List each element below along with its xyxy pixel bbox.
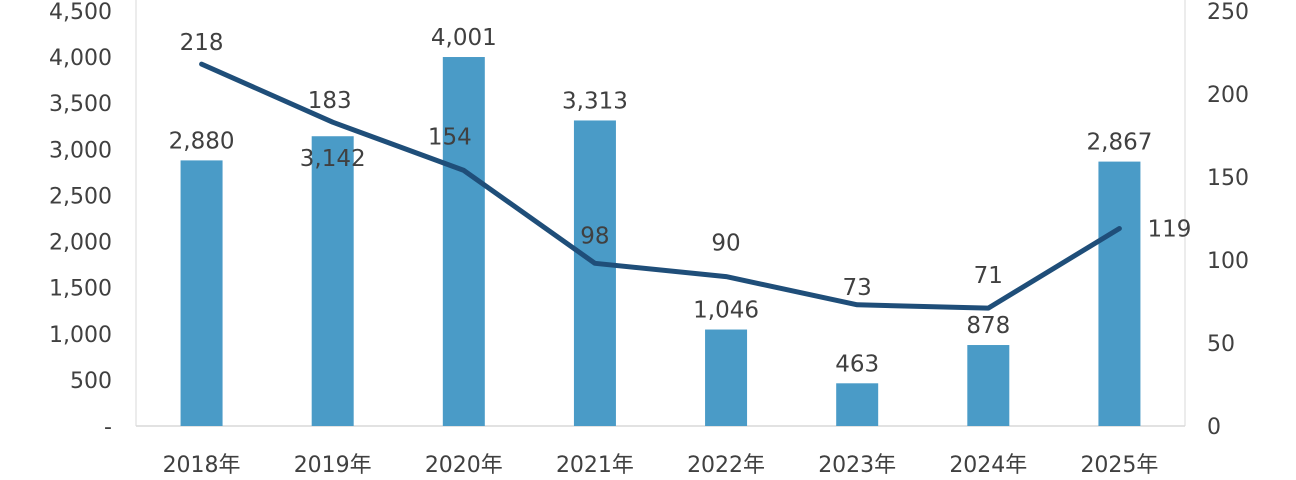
x-tick-label: 2023年	[818, 453, 896, 478]
x-tick-label: 2020年	[425, 453, 503, 478]
bar	[967, 345, 1010, 426]
bar-value-label: 1,046	[693, 298, 759, 324]
bar-data-labels: 2,880 3,142 4,001 3,313 1,046 463 878 2,867	[169, 25, 1153, 377]
right-y-tick-label: 50	[1207, 332, 1235, 357]
x-tick-label: 2025年	[1080, 453, 1158, 478]
bar	[836, 383, 879, 426]
line-value-label: 73	[843, 275, 872, 301]
bar	[442, 57, 485, 426]
line-value-label: 119	[1147, 216, 1191, 242]
left-y-tick-label: 2,500	[49, 184, 112, 209]
left-y-tick-label: -	[104, 415, 112, 440]
bar-value-label: 3,313	[562, 88, 628, 114]
line-data-labels: 218 183 154 98 90 73 71 119	[180, 30, 1192, 301]
right-y-tick-label: 100	[1207, 249, 1249, 274]
bar-series	[180, 57, 1141, 427]
line-series	[199, 61, 1122, 311]
bar-value-label: 2,880	[169, 128, 235, 154]
bar	[180, 160, 223, 426]
right-y-tick-label: 250	[1207, 0, 1249, 25]
right-y-tick-label: 150	[1207, 166, 1249, 191]
left-y-tick-label: 500	[70, 369, 112, 394]
bar-value-label: 463	[835, 351, 879, 377]
bar-value-label: 3,142	[300, 146, 366, 172]
bar	[573, 120, 616, 427]
bar	[705, 329, 748, 426]
x-axis-labels: 2018年 2019年 2020年 2021年 2022年 2023年 2024年 2025年	[163, 453, 1159, 478]
x-tick-label: 2022年	[687, 453, 765, 478]
line-value-label: 98	[580, 223, 609, 249]
left-y-tick-label: 4,000	[49, 46, 112, 71]
left-y-tick-label: 3,500	[49, 92, 112, 117]
bar-value-label: 2,867	[1087, 130, 1153, 156]
x-tick-label: 2024年	[949, 453, 1027, 478]
left-y-tick-label: 1,000	[49, 323, 112, 348]
line-value-label: 71	[974, 263, 1003, 289]
line-value-label: 183	[308, 88, 352, 114]
line-value-label: 90	[711, 231, 740, 257]
right-y-tick-label: 0	[1207, 415, 1221, 440]
left-y-axis: - 500 1,000 1,500 2,000 2,500 3,000 3,500 4,000 4…	[49, 0, 112, 440]
x-tick-label: 2019年	[294, 453, 372, 478]
x-tick-label: 2018年	[163, 453, 241, 478]
left-y-tick-label: 2,000	[49, 231, 112, 256]
bar-value-label: 4,001	[431, 25, 497, 51]
line-path	[199, 61, 1122, 311]
x-tick-label: 2021年	[556, 453, 634, 478]
bar	[1098, 161, 1141, 427]
bar	[311, 136, 354, 426]
line-value-label: 218	[180, 30, 224, 56]
line-value-label: 154	[428, 124, 472, 150]
left-y-tick-label: 3,000	[49, 138, 112, 163]
bar-value-label: 878	[966, 313, 1010, 339]
left-y-tick-label: 1,500	[49, 277, 112, 302]
right-y-tick-label: 200	[1207, 83, 1249, 108]
right-y-axis: 0 50 100 150 200 250	[1207, 0, 1249, 440]
left-y-tick-label: 4,500	[49, 0, 112, 25]
